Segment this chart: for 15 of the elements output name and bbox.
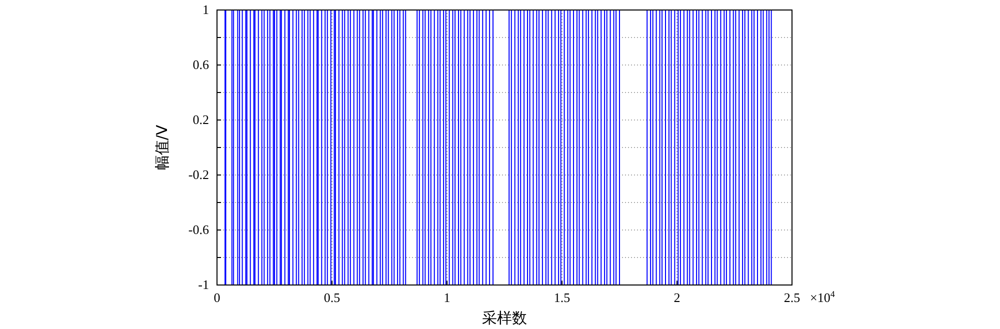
y-tick-label: 0.2 bbox=[192, 112, 209, 128]
x-tick-label: 2.5 bbox=[784, 290, 800, 306]
y-tick-label: 1 bbox=[202, 2, 209, 18]
y-tick-label: -0.6 bbox=[188, 222, 210, 238]
x-tick-label: 0.5 bbox=[324, 290, 340, 306]
x-tick-label: 1 bbox=[444, 290, 450, 306]
y-axis-title: 幅值/V bbox=[153, 124, 171, 170]
x-axis-title: 采样数 bbox=[482, 309, 527, 327]
y-tick-label: -0.2 bbox=[188, 167, 209, 182]
x-tick-label: 2 bbox=[674, 290, 680, 306]
x-tick-label: 0 bbox=[214, 290, 220, 306]
y-tick-label: 0.6 bbox=[192, 57, 210, 72]
x-tick-label: 1.5 bbox=[554, 290, 570, 306]
text: ×10$^{4}$ bbox=[810, 289, 836, 305]
y-tick-label: -1 bbox=[198, 277, 209, 292]
